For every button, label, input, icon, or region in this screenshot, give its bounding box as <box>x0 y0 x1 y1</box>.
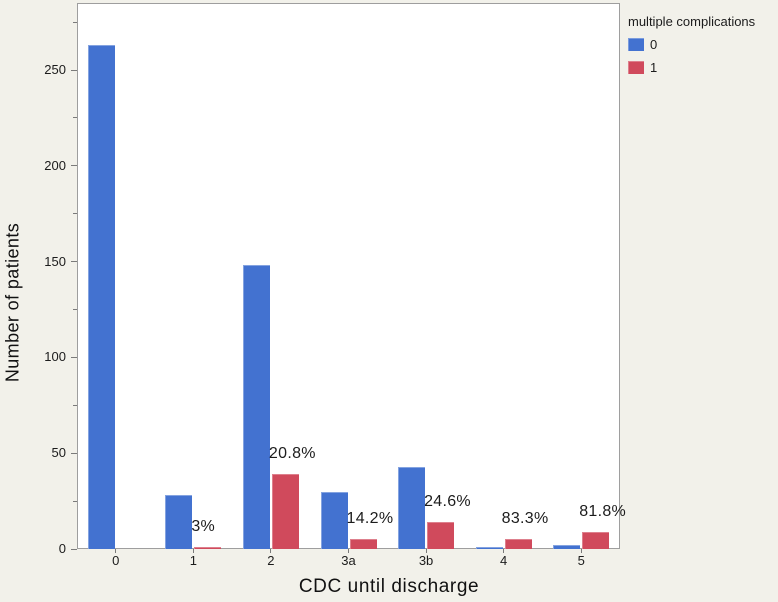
y-axis-major-tick <box>71 452 77 454</box>
legend: multiple complications 0 1 <box>628 14 755 84</box>
y-axis-minor-tick <box>73 309 77 311</box>
bar-series1-cat5 <box>582 531 610 549</box>
y-axis-major-tick <box>71 69 77 71</box>
plot-area <box>77 3 620 549</box>
percent-label-cat5: 81.8% <box>579 502 627 520</box>
y-axis-minor-tick <box>73 21 77 23</box>
bar-series1-cat1 <box>194 547 222 549</box>
y-axis-minor-tick <box>73 117 77 119</box>
legend-title: multiple complications <box>628 14 756 29</box>
percent-label-cat4: 83.3% <box>501 510 549 528</box>
y-axis-minor-tick <box>73 213 77 215</box>
percent-label-cat1: 3% <box>191 518 216 536</box>
y-axis-tick-label: 100 <box>44 349 66 365</box>
bar-series0-cat2 <box>242 265 270 549</box>
y-axis-tick-label: 50 <box>51 445 66 461</box>
percent-label-cat3b: 24.6% <box>424 493 471 511</box>
x-axis-tick <box>503 549 505 553</box>
bar-series0-cat3b <box>398 466 426 549</box>
legend-item-0-label: 0 <box>650 37 658 52</box>
percent-label-cat3a: 14.2% <box>346 510 394 528</box>
bar-series0-cat4 <box>475 547 503 549</box>
y-axis-tick-label: 0 <box>58 541 66 556</box>
y-axis-major-tick <box>71 165 77 167</box>
legend-swatch-red-icon <box>628 61 644 74</box>
x-axis-tick-label: 4 <box>500 553 508 568</box>
y-axis-tick-label: 150 <box>44 253 66 269</box>
percent-label-cat2: 20.8% <box>268 445 316 463</box>
bar-series1-cat4 <box>504 539 532 549</box>
x-axis-tick <box>580 549 582 553</box>
x-axis-tick <box>270 549 272 553</box>
x-axis-tick-label: 3a <box>341 553 356 568</box>
bar-series0-cat1 <box>165 495 193 549</box>
bar-series1-cat2 <box>271 474 299 549</box>
x-axis-title: CDC until discharge <box>298 576 480 597</box>
bar-series1-cat3b <box>427 522 455 549</box>
legend-item-1-label: 1 <box>650 60 658 75</box>
bar-series0-cat3a <box>320 491 348 549</box>
bar-series0-cat0 <box>87 45 115 549</box>
y-axis-minor-tick <box>73 404 77 406</box>
y-axis-major-tick <box>71 261 77 263</box>
x-axis-tick <box>425 549 427 553</box>
bar-series1-cat3a <box>349 539 377 549</box>
bar-series0-cat5 <box>553 545 581 549</box>
x-axis-tick <box>192 549 194 553</box>
x-axis-tick-label: 0 <box>112 553 120 568</box>
y-axis-major-tick <box>71 356 77 358</box>
y-axis-tick-label: 200 <box>44 157 66 173</box>
x-axis-tick <box>115 549 117 553</box>
y-axis-tick-label: 250 <box>44 62 66 78</box>
legend-swatch-blue-icon <box>628 38 644 51</box>
x-axis-tick-label: 3b <box>418 553 434 568</box>
legend-item-1: 1 <box>628 61 755 74</box>
x-axis-tick <box>348 549 349 553</box>
y-axis-major-tick <box>71 548 77 550</box>
x-axis-tick-label: 5 <box>577 553 585 568</box>
y-axis-minor-tick <box>73 500 77 502</box>
x-axis-tick-label: 1 <box>189 553 197 568</box>
x-axis-tick-label: 2 <box>267 553 275 568</box>
legend-item-0: 0 <box>628 38 755 51</box>
